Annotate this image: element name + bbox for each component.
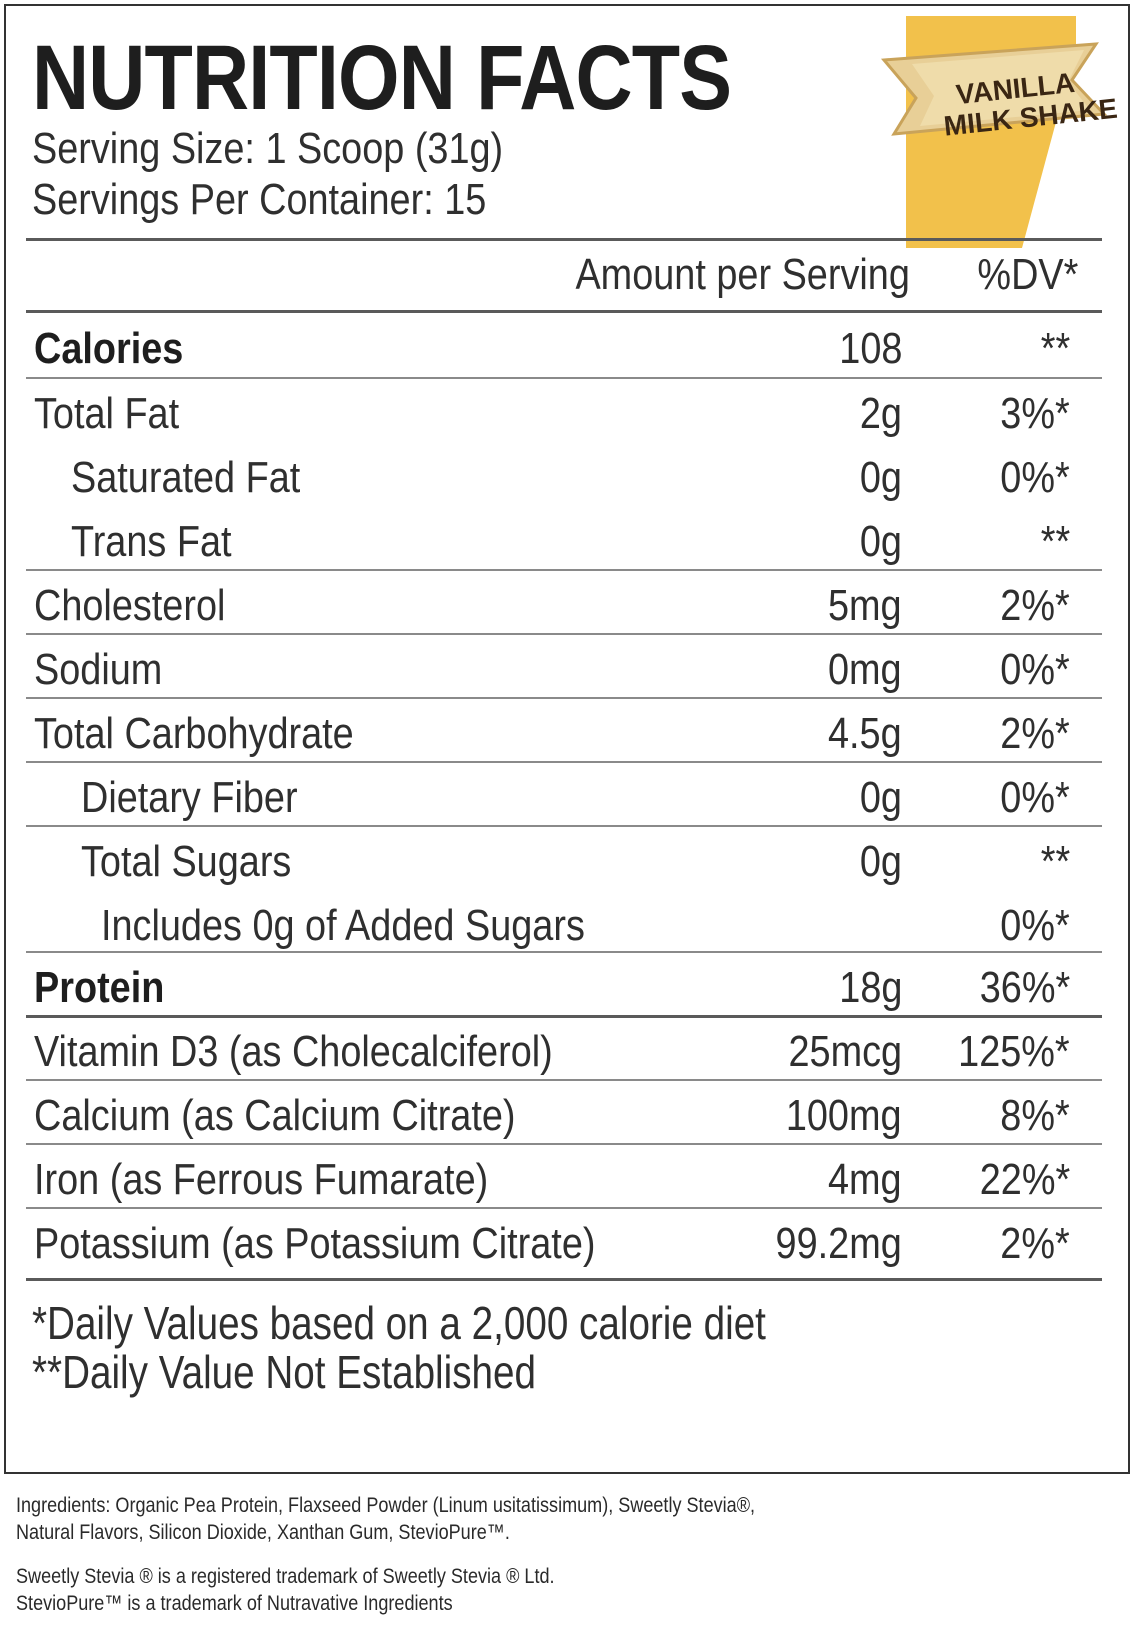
daily-value-header: %DV*: [977, 250, 1078, 299]
footnote-daily-values: *Daily Values based on a 2,000 calorie d…: [32, 1297, 766, 1349]
nutrient-row-iron: Iron (as Ferrous Fumarate) 4mg 22%*: [34, 1155, 1070, 1204]
ingredients-line: Ingredients: Organic Pea Protein, Flaxse…: [16, 1494, 756, 1517]
nutrient-row-vitamin-d3: Vitamin D3 (as Cholecalciferol) 25mcg 12…: [34, 1027, 1070, 1076]
nutrient-row-dietary-fiber: Dietary Fiber 0g 0%*: [81, 773, 1070, 822]
nutrient-row-protein: Protein 18g 36%*: [34, 963, 1070, 1012]
divider: [26, 1207, 1102, 1209]
footnote-not-established: **Daily Value Not Established: [32, 1346, 537, 1398]
nutrient-row-total-sugars: Total Sugars 0g **: [81, 837, 1070, 886]
divider: [26, 1079, 1102, 1081]
divider: [26, 633, 1102, 635]
nutrient-row-saturated-fat: Saturated Fat 0g 0%*: [71, 453, 1070, 502]
amount-per-serving-header: Amount per Serving: [575, 250, 910, 299]
ribbon-icon: [880, 16, 1108, 248]
divider: [26, 1278, 1102, 1281]
nutrition-facts-panel: [4, 4, 1130, 1474]
divider: [26, 1143, 1102, 1145]
nutrient-row-potassium: Potassium (as Potassium Citrate) 99.2mg …: [34, 1219, 1070, 1268]
divider: [26, 238, 1102, 241]
nutrient-row-total-fat: Total Fat 2g 3%*: [34, 389, 1070, 438]
ingredients-line: Natural Flavors, Silicon Dioxide, Xantha…: [16, 1521, 510, 1544]
flavor-badge: VANILLA MILK SHAKE: [872, 16, 1119, 248]
nutrient-row-total-carbohydrate: Total Carbohydrate 4.5g 2%*: [34, 709, 1070, 758]
divider: [26, 761, 1102, 763]
divider: [26, 310, 1102, 313]
trademark-line: Sweetly Stevia ® is a registered tradema…: [16, 1565, 555, 1588]
nutrient-row-sodium: Sodium 0mg 0%*: [34, 645, 1070, 694]
nutrient-row-cholesterol: Cholesterol 5mg 2%*: [34, 581, 1070, 630]
divider: [26, 825, 1102, 827]
divider: [26, 1015, 1102, 1018]
serving-size: Serving Size: 1 Scoop (31g): [32, 124, 504, 173]
servings-per-container: Servings Per Container: 15: [32, 175, 487, 224]
nutrient-row-calories: Calories 108 **: [34, 324, 1070, 373]
trademark-line: StevioPure™ is a trademark of Nutravativ…: [16, 1592, 453, 1615]
divider: [26, 697, 1102, 699]
nutrient-row-trans-fat: Trans Fat 0g **: [71, 517, 1070, 566]
nutrient-row-added-sugars: Includes 0g of Added Sugars 0%*: [101, 901, 1070, 950]
divider: [26, 377, 1102, 379]
divider: [26, 569, 1102, 571]
nutrient-row-calcium: Calcium (as Calcium Citrate) 100mg 8%*: [34, 1091, 1070, 1140]
page-title: NUTRITION FACTS: [32, 27, 732, 129]
divider: [26, 951, 1102, 953]
